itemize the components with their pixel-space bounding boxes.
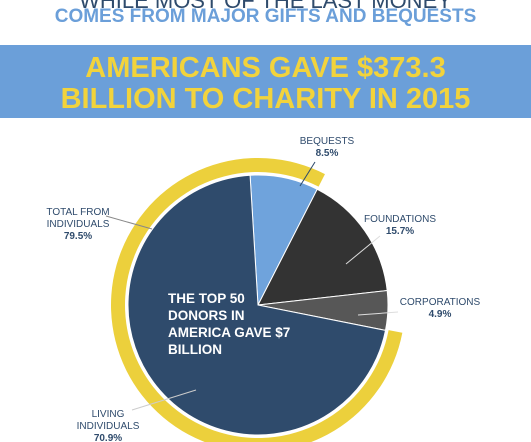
value-label: 70.9% [93,433,123,442]
leader-line [131,389,197,411]
slice-label: BEQUESTS 8.5% [282,136,372,160]
slice-label: LIVING INDIVIDUALS 70.9% [75,409,141,442]
pie-slice [127,174,387,436]
leader-line [105,215,153,230]
header-line: WHILE MOST OF THE LAST MONEY [79,0,452,13]
banner-line: BILLION TO CHARITY IN 2015 [60,83,471,115]
value-label: 8.5% [315,148,339,159]
pie-slice [257,188,388,306]
banner: AMERICANS GAVE $373.3 BILLION TO CHARITY… [0,45,531,118]
value-label: 15.7% [385,226,415,237]
ring-name: TOTAL FROM INDIVIDUALS [46,207,110,230]
leader-line [345,235,381,265]
header-line: COMES FROM MAJOR GIFTS AND BEQUESTS [54,6,477,27]
category-label: CORPORATIONS [399,297,481,308]
slice-label: FOUNDATIONS 15.7% [355,214,445,238]
leader-line [357,311,399,316]
category-label: FOUNDATIONS [363,214,437,225]
category-label: BEQUESTS [299,136,355,147]
value-label: 4.9% [428,309,452,320]
ring-label: TOTAL FROM INDIVIDUALS 79.5% [45,207,111,243]
banner-line: AMERICANS GAVE $373.3 [85,52,446,84]
leader-line [299,161,316,187]
annotation: THE TOP 50 DONORS IN AMERICA GAVE $7 BIL… [168,291,291,357]
category-label: LIVING INDIVIDUALS [76,409,140,432]
slice-label: CORPORATIONS 4.9% [395,297,485,321]
value-label: 79.5% [63,231,93,242]
